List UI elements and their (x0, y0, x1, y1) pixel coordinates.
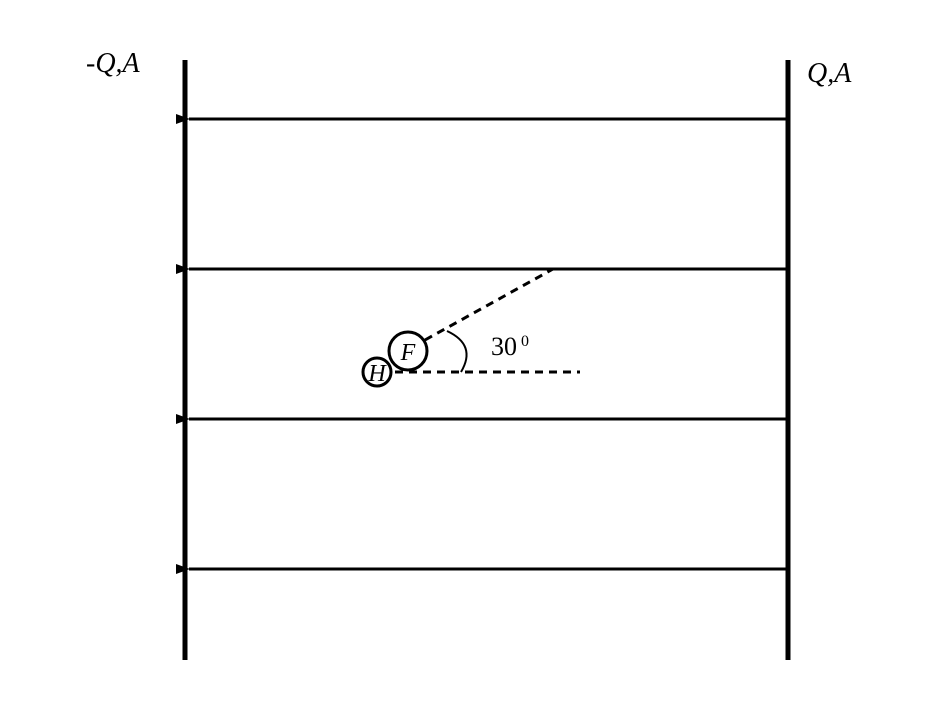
atom-small-label: H (367, 361, 387, 387)
atom-small-circle (361, 356, 393, 388)
atom-large-label: F (400, 340, 416, 366)
angle-label: 30 (491, 332, 517, 361)
molecule-axis-line (424, 267, 554, 342)
angle-degree-superscript: 0 (521, 333, 529, 350)
right-plate-label: Q,A (807, 58, 852, 89)
angle-arc (446, 330, 468, 373)
left-plate-label: -Q,A (86, 48, 141, 79)
atom-large-circle (387, 330, 429, 372)
